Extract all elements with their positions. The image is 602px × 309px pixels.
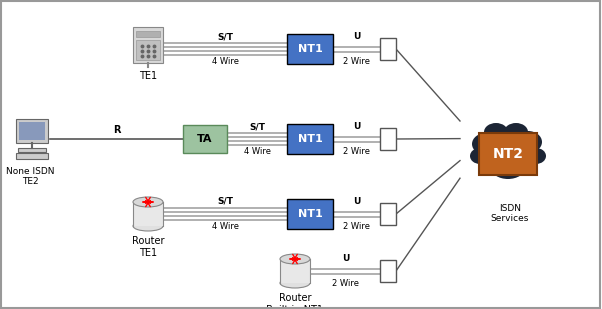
Bar (16, 119, 48, 143)
Ellipse shape (489, 143, 511, 157)
Ellipse shape (470, 148, 490, 164)
Bar (380, 38, 396, 60)
Bar (133, 202, 163, 226)
Text: U: U (353, 197, 360, 206)
Bar (280, 259, 310, 283)
Ellipse shape (514, 134, 530, 146)
Text: R: R (113, 125, 120, 135)
Bar (136, 40, 160, 60)
Ellipse shape (480, 135, 500, 149)
Text: NT2: NT2 (492, 147, 524, 161)
Text: U: U (353, 122, 360, 131)
Text: Router
TE1: Router TE1 (132, 236, 164, 258)
Ellipse shape (484, 123, 508, 141)
Ellipse shape (504, 123, 528, 141)
Text: None ISDN
TE2: None ISDN TE2 (6, 167, 54, 186)
Ellipse shape (491, 157, 525, 179)
Text: NT1: NT1 (297, 134, 323, 144)
Ellipse shape (133, 221, 163, 231)
Text: 4 Wire: 4 Wire (212, 57, 239, 66)
Text: TE1: TE1 (139, 71, 157, 81)
Text: S/T: S/T (217, 32, 234, 41)
Ellipse shape (480, 156, 500, 172)
Bar (133, 27, 163, 63)
Ellipse shape (280, 278, 310, 288)
Text: 4 Wire: 4 Wire (243, 147, 270, 156)
Text: NT1: NT1 (297, 209, 323, 219)
Text: ISDN
Services: ISDN Services (491, 204, 529, 223)
Bar (287, 34, 333, 64)
Ellipse shape (489, 151, 503, 161)
Ellipse shape (521, 145, 535, 155)
Bar (380, 128, 396, 150)
Bar (380, 203, 396, 225)
Text: S/T: S/T (249, 122, 265, 131)
Text: 2 Wire: 2 Wire (332, 279, 359, 288)
Bar (19, 122, 45, 140)
Bar (18, 148, 46, 152)
Ellipse shape (133, 197, 163, 207)
Bar (183, 125, 227, 153)
Text: U: U (342, 254, 349, 263)
Bar (380, 260, 396, 282)
Text: 4 Wire: 4 Wire (212, 222, 239, 231)
Ellipse shape (483, 135, 533, 173)
Text: TA: TA (197, 134, 213, 144)
Ellipse shape (510, 151, 526, 161)
Bar (287, 199, 333, 229)
Bar (479, 133, 537, 175)
Text: U: U (353, 32, 360, 41)
Text: S/T: S/T (217, 197, 234, 206)
Bar (136, 31, 160, 37)
Ellipse shape (526, 148, 546, 164)
Ellipse shape (514, 131, 542, 153)
Ellipse shape (516, 154, 536, 170)
Ellipse shape (472, 133, 500, 155)
Bar (287, 124, 333, 154)
Text: 2 Wire: 2 Wire (343, 57, 370, 66)
Text: 2 Wire: 2 Wire (343, 222, 370, 231)
Ellipse shape (497, 154, 519, 166)
Text: NT1: NT1 (297, 44, 323, 54)
Text: 2 Wire: 2 Wire (343, 147, 370, 156)
Ellipse shape (479, 145, 493, 155)
Text: Router
Built in NT1: Router Built in NT1 (267, 293, 323, 309)
Ellipse shape (280, 254, 310, 264)
Bar (16, 153, 48, 159)
